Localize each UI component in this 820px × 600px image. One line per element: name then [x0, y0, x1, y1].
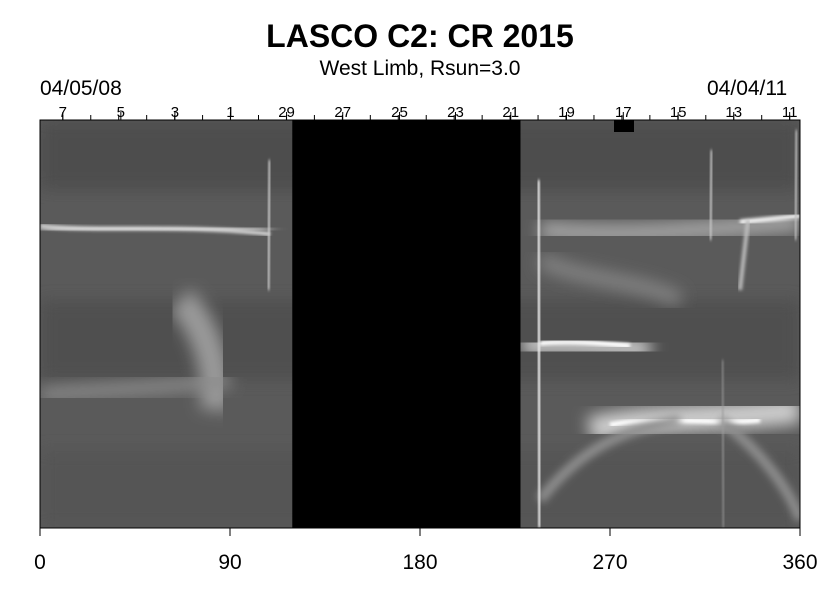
top-day-label: 11 [782, 104, 798, 121]
x-tick-label: 270 [592, 551, 627, 574]
x-tick-label: 90 [218, 551, 241, 574]
x-tick-label: 0 [34, 551, 46, 574]
top-day-label: 3 [171, 104, 179, 121]
chart-subtitle: West Limb, Rsun=3.0 [319, 57, 521, 80]
heatmap-image [40, 120, 800, 528]
top-day-label: 27 [334, 104, 351, 121]
bottom-x-axis: 0 90 180 270 360 [34, 528, 818, 574]
top-day-label: 7 [59, 104, 67, 121]
top-day-label: 25 [391, 104, 408, 121]
top-day-label: 19 [558, 104, 575, 121]
top-day-label: 29 [278, 104, 295, 121]
top-day-label: 21 [502, 104, 519, 121]
top-day-label: 5 [117, 104, 125, 121]
start-date-label: 04/05/08 [40, 77, 122, 100]
chart-title: LASCO C2: CR 2015 [266, 18, 574, 54]
x-tick-label: 180 [402, 551, 437, 574]
top-day-label: 1 [226, 104, 234, 121]
end-date-label: 04/04/11 [707, 77, 788, 100]
top-day-label: 17 [615, 104, 632, 121]
top-date-axis: 7 5 3 1 29 27 25 23 21 19 17 15 13 11 [40, 104, 800, 121]
top-day-label: 15 [670, 104, 687, 121]
top-day-label: 13 [725, 104, 742, 121]
data-gap-region [292, 120, 521, 528]
top-day-label: 23 [447, 104, 464, 121]
x-tick-label: 360 [782, 551, 817, 574]
